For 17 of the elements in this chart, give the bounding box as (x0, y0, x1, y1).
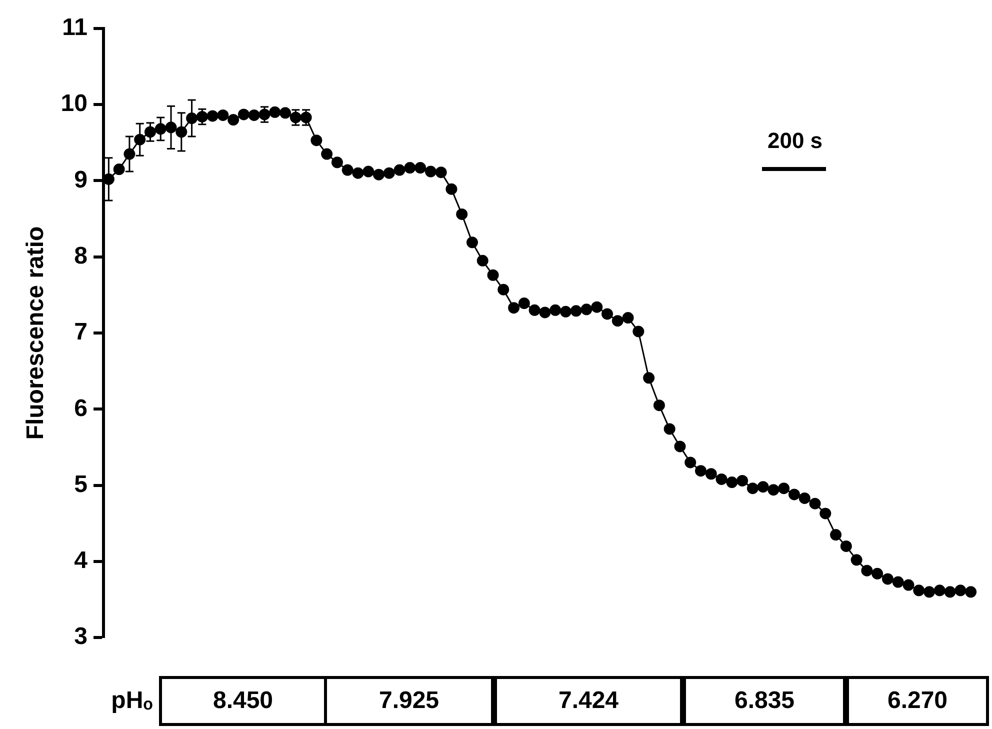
text: 7.925 (324, 676, 494, 726)
text: 6.270 (846, 676, 989, 726)
y-axis-title: Fluorescence ratio (22, 226, 50, 440)
text: 8.450 (159, 676, 327, 726)
y-tick-label: 6 (74, 394, 88, 422)
text: 7.424 (494, 676, 683, 726)
y-tick-label: 9 (74, 166, 88, 194)
y-tick-label: 3 (74, 623, 88, 650)
text: pHₒ (110, 687, 153, 715)
annotation: 200 s (766, 128, 824, 154)
y-tick-label: 4 (74, 547, 88, 574)
y-tick-label: 11 (62, 14, 88, 42)
y-tick-label: 7 (74, 318, 88, 346)
y-tick-label: 5 (74, 470, 88, 498)
y-tick-label: 10 (60, 90, 88, 118)
y-tick-label: 8 (74, 242, 88, 270)
text: 6.835 (683, 676, 846, 726)
